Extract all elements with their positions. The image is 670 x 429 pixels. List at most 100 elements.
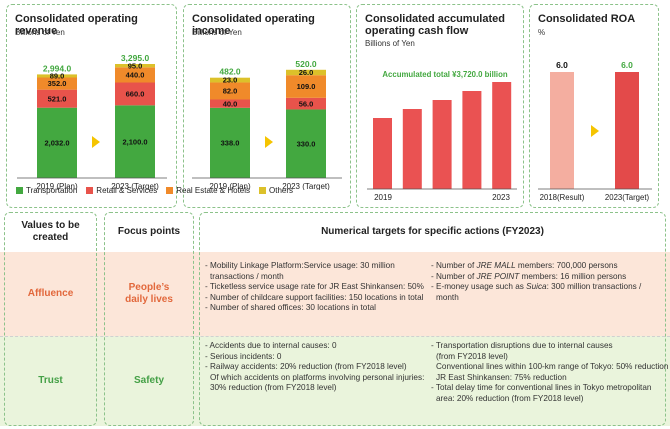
x-tick-label: 2023 (Target) [111,182,159,190]
bar-segment-transportation [37,107,77,178]
target-line: - Number of JRE MALL members: 700,000 pe… [431,261,618,270]
cashflow-annotation: Accumulated total ¥3,720.0 billion [382,70,507,79]
cashflow-bar [462,91,482,189]
cashflow-unit: Billions of Yen [365,39,415,48]
x-tick-label: 2019 [374,193,392,202]
focus-header: Focus points [117,226,181,237]
bar-segment-real-estate [37,77,77,90]
cashflow-title-1: Consolidated accumulated [365,13,505,25]
cashflow-bar [402,109,422,189]
data-label-others: 89.0 [50,72,65,81]
value-affluence: Affluence [27,288,74,299]
legend-transportation: Transportation [16,186,77,195]
target-line: - Railway accidents: 20% reduction (from… [205,362,407,372]
x-tick-label: 2019 (Plan) [209,182,251,190]
data-label-retail: 660.0 [126,90,145,99]
cashflow-title-2: operating cash flow [365,25,469,37]
x-tick-label: 2023(Target) [605,193,650,202]
target-line: JR East Shinkansen: 75% reduction [436,372,567,382]
roa-unit: % [538,28,546,37]
row-divider [0,336,670,337]
data-label-others: 23.0 [223,76,238,85]
data-label-real-estate: 109.0 [297,82,316,91]
cashflow-bar [373,118,392,189]
trust-targets-left: - Accidents due to internal causes: 0 - … [205,341,424,394]
bar-segment-real-estate [286,75,326,98]
targets-header: Numerical targets for specific actions (… [321,226,544,237]
legend-others: Others [259,186,293,195]
values-column [4,212,97,426]
total-label: 3,295.0 [121,53,150,63]
income-unit: Billions of Yen [192,28,242,37]
roa-title: Consolidated ROA [538,13,636,25]
target-line: month [436,292,459,302]
target-line: - Number of shared offices: 30 locations… [205,303,376,313]
total-label: 2,994.0 [43,63,72,73]
income-panel: Consolidated operating income Billions o… [183,4,351,208]
bar-segment-others [286,69,326,76]
income-title: Consolidated operating income [192,13,315,37]
arrow-icon [591,125,599,137]
trust-band [0,336,670,426]
cashflow-chart: Accumulated total ¥3,720.0 billion 2019 20… [367,70,517,202]
target-line: Conventional lines within 100-km range o… [436,362,669,372]
target-line: area: 20% reduction (from FY2018 level) [436,393,584,403]
x-tick-label: 2023 (Target) [282,182,330,190]
affluence-targets-left: - Mobility Linkage Platform:Service usag… [205,261,424,314]
target-line: - Number of childcare support facilities… [205,292,424,302]
target-line: transactions / month [210,271,284,281]
target-line: - Serious incidents: 0 [205,351,282,361]
target-line: (from FY2018 level) [436,351,508,361]
total-label: 520.0 [295,59,317,69]
total-label: 482.0 [219,67,241,77]
data-label-real-estate: 82.0 [223,87,238,96]
focus-safety: Safety [133,375,164,386]
roa-data-label: 6.0 [621,60,633,70]
revenue-title: Consolidated operating revenue [15,13,138,37]
revenue-unit: Billions of Yen [15,28,65,37]
bar-segment-retail [37,89,77,108]
bar-segment-transportation [286,109,326,178]
target-line: - Accidents due to internal causes: 0 [205,341,337,350]
target-line: 30% reduction (from FY2018 level) [210,383,337,393]
data-label-others: 95.0 [128,61,143,70]
roa-chart: 6.0 2018(Result) 6.0 2023(Target) [538,60,652,202]
data-label-transportation: 2,100.0 [122,137,147,146]
roa-data-label: 6.0 [556,60,568,70]
focus-peoples-daily-lives: People’s daily lives [125,282,173,305]
target-line: - Total delay time for conventional line… [431,383,652,393]
target-line: - Ticketless service usage rate for JR E… [205,282,424,292]
cashflow-bar [432,100,452,189]
cashflow-bar [492,82,512,189]
value-trust: Trust [38,375,63,386]
values-header: Values to be created [21,220,80,243]
focus-column [104,212,194,426]
roa-bar [615,72,639,189]
roa-bar [550,72,574,189]
arrow-icon [92,136,100,148]
arrow-icon [265,136,273,148]
data-label-real-estate: 352.0 [48,79,67,88]
bar-segment-others [210,77,250,83]
data-label-transportation: 2,032.0 [44,138,69,147]
data-label-retail: 56.0 [299,99,314,108]
affluence-band [0,252,670,336]
target-line: - Mobility Linkage Platform:Service usag… [205,261,395,270]
bar-segment-others [115,64,155,68]
bar-segment-transportation [210,107,250,178]
cashflow-panel: Consolidated accumulated operating cash … [356,4,524,208]
legend-real-estate: Real Estate & Hotels [166,186,250,195]
data-label-retail: 40.0 [223,99,238,108]
revenue-panel: Consolidated operating revenue Billions … [6,4,177,208]
data-label-transportation: 330.0 [297,139,316,148]
data-label-real-estate: 440.0 [126,71,145,80]
revenue-chart: 2,032.0 521.0 352.089.02,994.0 2019 (Plan) 2… [17,53,167,190]
bar-segment-retail [286,97,326,110]
x-tick-label: 2019 (Plan) [36,182,78,190]
legend-retail: Retail & Services [86,186,157,195]
bar-segment-transportation [115,105,155,178]
data-label-retail: 521.0 [48,94,67,103]
bar-segment-real-estate [210,82,250,100]
bar-segment-retail [210,99,250,108]
